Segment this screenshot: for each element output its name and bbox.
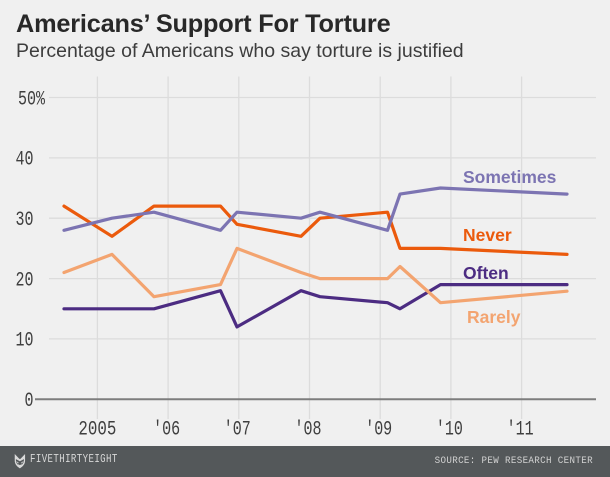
svg-text:'06: '06 — [153, 419, 180, 442]
svg-text:'11: '11 — [507, 419, 534, 442]
svg-text:10: 10 — [16, 330, 34, 353]
svg-text:2005: 2005 — [78, 419, 116, 442]
svg-text:'09: '09 — [365, 419, 392, 442]
svg-text:0: 0 — [25, 390, 34, 413]
svg-text:20: 20 — [16, 269, 34, 292]
svg-text:40: 40 — [16, 149, 34, 172]
svg-text:30: 30 — [16, 209, 34, 232]
svg-text:50%: 50% — [18, 88, 46, 111]
svg-text:'10: '10 — [436, 419, 463, 442]
svg-text:'07: '07 — [224, 419, 251, 442]
svg-text:'08: '08 — [295, 419, 322, 442]
